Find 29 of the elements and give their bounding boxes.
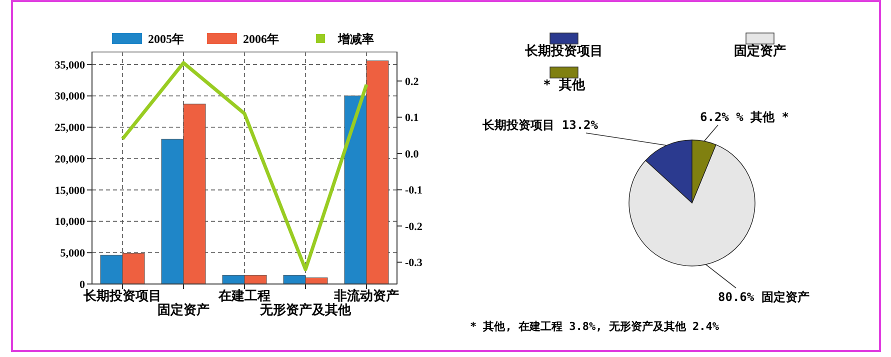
y-tick-label: 5,000 [60, 248, 86, 260]
y2-tick-label: 0.0 [405, 148, 420, 160]
y-tick-label: 25,000 [54, 122, 86, 134]
y-tick-label: 20,000 [54, 153, 86, 166]
legend-label: 增减率 [337, 32, 374, 46]
y-tick-label: 35,000 [54, 59, 86, 72]
y2-tick-label: -0.1 [405, 184, 422, 197]
data-label: 长期投资项目 13.2% [482, 118, 599, 132]
y-tick-label: 15,000 [54, 184, 86, 197]
legend-label: 2006年 [243, 32, 279, 46]
y2-tick-label: -0.2 [405, 220, 423, 233]
data-label: 80.6% 固定资产 [718, 290, 810, 304]
y2-tick-label: 0.2 [405, 76, 420, 88]
legend-label: 固定资产 [734, 43, 786, 59]
x-tick-label: 无形资产及其他 [259, 302, 352, 317]
y-tick-label: 0 [80, 278, 86, 291]
y2-tick-label: -0.3 [405, 257, 423, 270]
legend-label: 长期投资项目 [524, 44, 603, 59]
x-tick-label: 在建工程 [218, 288, 270, 303]
x-tick-label: 长期投资项目 [82, 288, 162, 303]
legend-label: 2005年 [148, 32, 184, 46]
y-tick-label: 30,000 [54, 90, 86, 103]
text: * 其他, 在建工程 3.8%, 无形资产及其他 2.4% [470, 320, 720, 333]
x-tick-label: 非流动资产 [333, 288, 399, 303]
data-label: 6.2% % 其他 * [700, 110, 790, 124]
y-tick-label: 10,000 [54, 216, 86, 228]
line-series [120, 61, 368, 272]
y2-tick-label: 0.1 [405, 112, 419, 124]
legend-label: * 其他 [543, 78, 586, 93]
